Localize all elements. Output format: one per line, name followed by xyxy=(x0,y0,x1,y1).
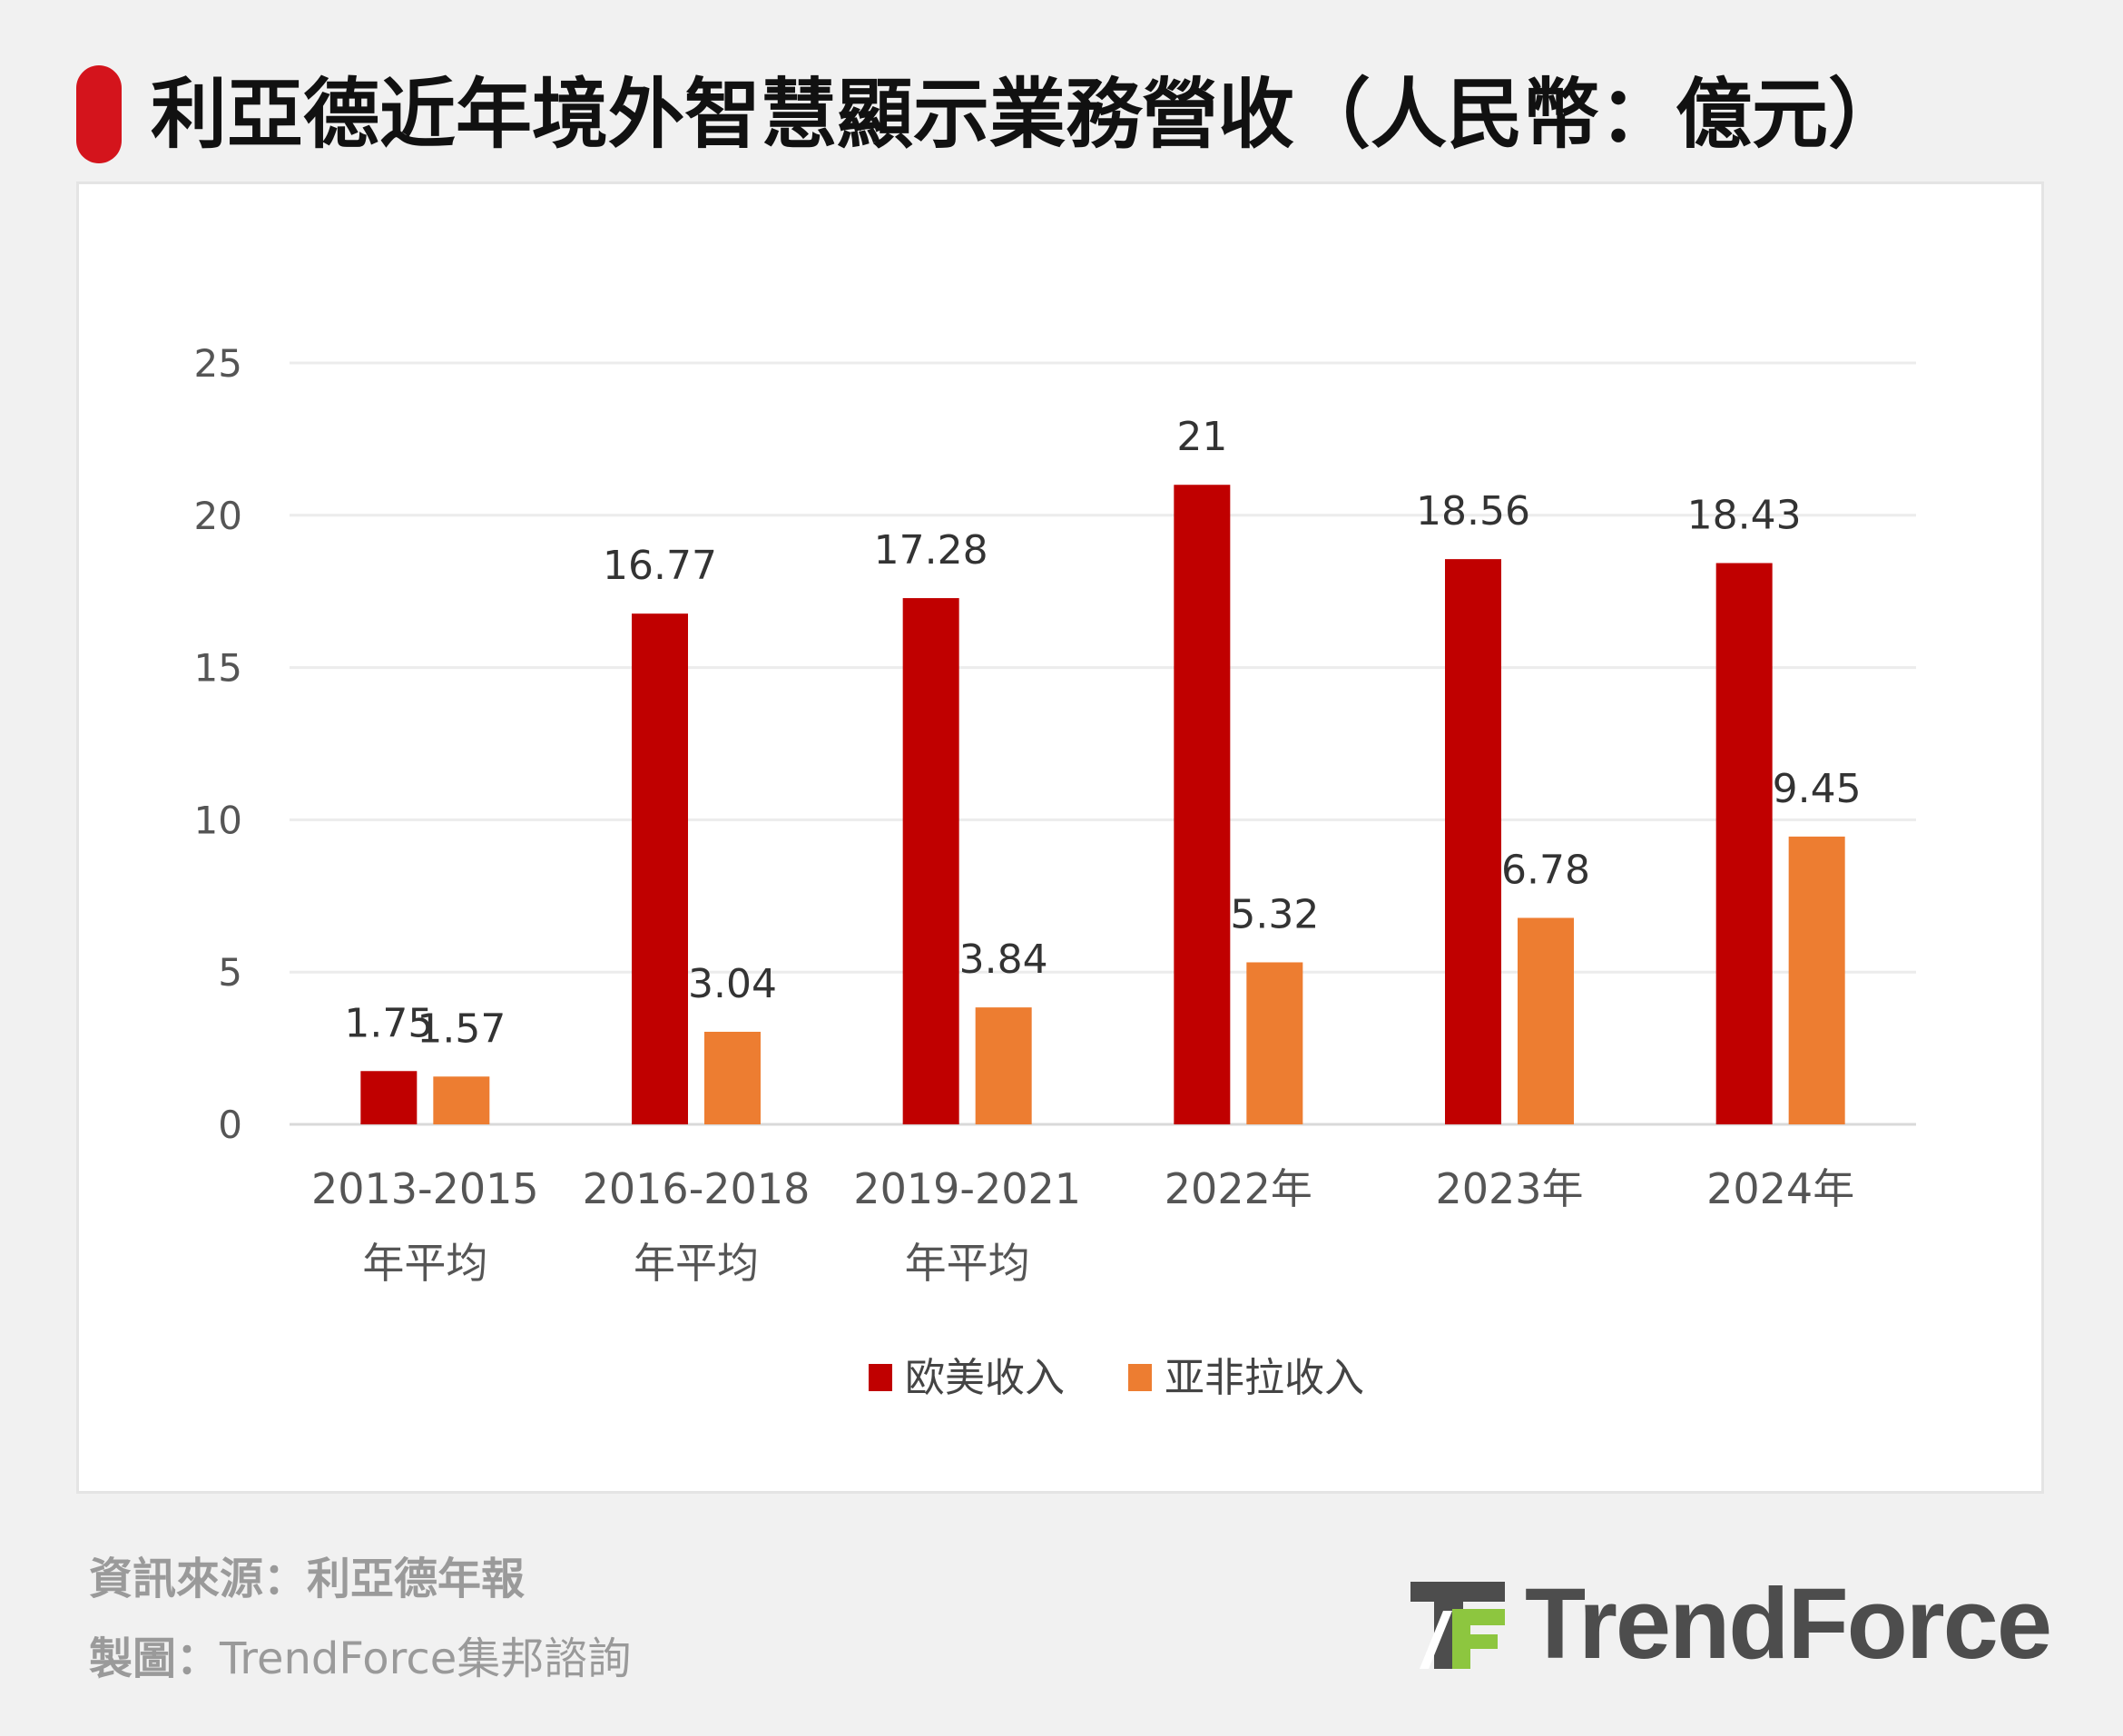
data-label-series1: 17.28 xyxy=(874,527,988,574)
data-label-series2: 3.84 xyxy=(959,937,1048,983)
bar-series2 xyxy=(1246,962,1303,1124)
y-tick-label: 20 xyxy=(194,494,242,538)
y-tick-label: 25 xyxy=(194,341,242,386)
data-label-series1: 1.75 xyxy=(344,1000,433,1046)
category-label: 2023年 xyxy=(1435,1164,1583,1213)
bar-series1 xyxy=(902,598,959,1124)
bar-series2 xyxy=(1518,917,1574,1124)
bar-series2 xyxy=(433,1076,490,1124)
data-label-series1: 18.56 xyxy=(1416,488,1530,535)
data-label-series2: 3.04 xyxy=(688,961,777,1007)
bar-series1 xyxy=(632,613,688,1124)
legend-swatch-series1 xyxy=(869,1364,892,1391)
category-label: 年平均 xyxy=(362,1239,487,1288)
data-label-series2: 1.57 xyxy=(417,1005,506,1052)
category-label: 2022年 xyxy=(1165,1164,1312,1213)
title-accent-bar xyxy=(76,65,122,163)
trendforce-logo: TrendForce xyxy=(1407,1568,2079,1680)
bar-series2 xyxy=(975,1007,1032,1124)
y-tick-label: 0 xyxy=(218,1103,242,1147)
category-label: 2013-2015 xyxy=(311,1164,539,1213)
bar-series2 xyxy=(704,1031,761,1124)
y-tick-label: 15 xyxy=(194,646,242,691)
maker-note: 製圖：TrendForce集邦諮詢 xyxy=(89,1623,631,1686)
category-label: 年平均 xyxy=(905,1239,1030,1288)
chart-card: 0 5 10 15 20 25 1.75 1.57 2013-2015 年平均 16.77 3.04 2… xyxy=(76,181,2044,1494)
legend-label-series2: 亚非拉收入 xyxy=(1165,1355,1364,1401)
data-label-series2: 5.32 xyxy=(1230,891,1319,937)
data-label-series2: 9.45 xyxy=(1773,766,1862,812)
category-label: 2016-2018 xyxy=(583,1164,811,1213)
bar-series1 xyxy=(1715,563,1773,1124)
data-label-series1: 16.77 xyxy=(603,543,717,589)
bar-series1 xyxy=(1445,559,1501,1124)
bar-series2 xyxy=(1788,836,1845,1124)
trendforce-logo-text: TrendForce xyxy=(1525,1568,2052,1680)
y-tick-label: 10 xyxy=(194,798,242,842)
trendforce-logo-icon xyxy=(1410,1582,1505,1669)
data-label-series2: 6.78 xyxy=(1501,847,1590,893)
category-label: 年平均 xyxy=(634,1239,759,1288)
legend-label-series1: 欧美收入 xyxy=(905,1355,1065,1401)
category-label: 2019-2021 xyxy=(853,1164,1081,1213)
legend-swatch-series2 xyxy=(1128,1364,1152,1391)
maker-value: TrendForce集邦諮詢 xyxy=(220,1633,632,1684)
bar-series1 xyxy=(360,1071,418,1124)
source-note: 資訊來源：利亞德年報 xyxy=(89,1554,526,1604)
chart-title: 利亞德近年境外智慧顯示業務營收（人民幣：億元） xyxy=(151,70,1905,159)
bar-series1 xyxy=(1174,485,1231,1124)
bar-chart: 0 5 10 15 20 25 1.751.57 2013-2015 年平均 16.77 3.04 2… xyxy=(194,341,1916,1401)
data-label-series1: 21 xyxy=(1176,414,1227,460)
data-label-series1: 18.43 xyxy=(1687,492,1802,538)
maker-label: 製圖： xyxy=(89,1633,221,1684)
y-tick-label: 5 xyxy=(218,950,242,995)
category-label: 2024年 xyxy=(1706,1164,1854,1213)
